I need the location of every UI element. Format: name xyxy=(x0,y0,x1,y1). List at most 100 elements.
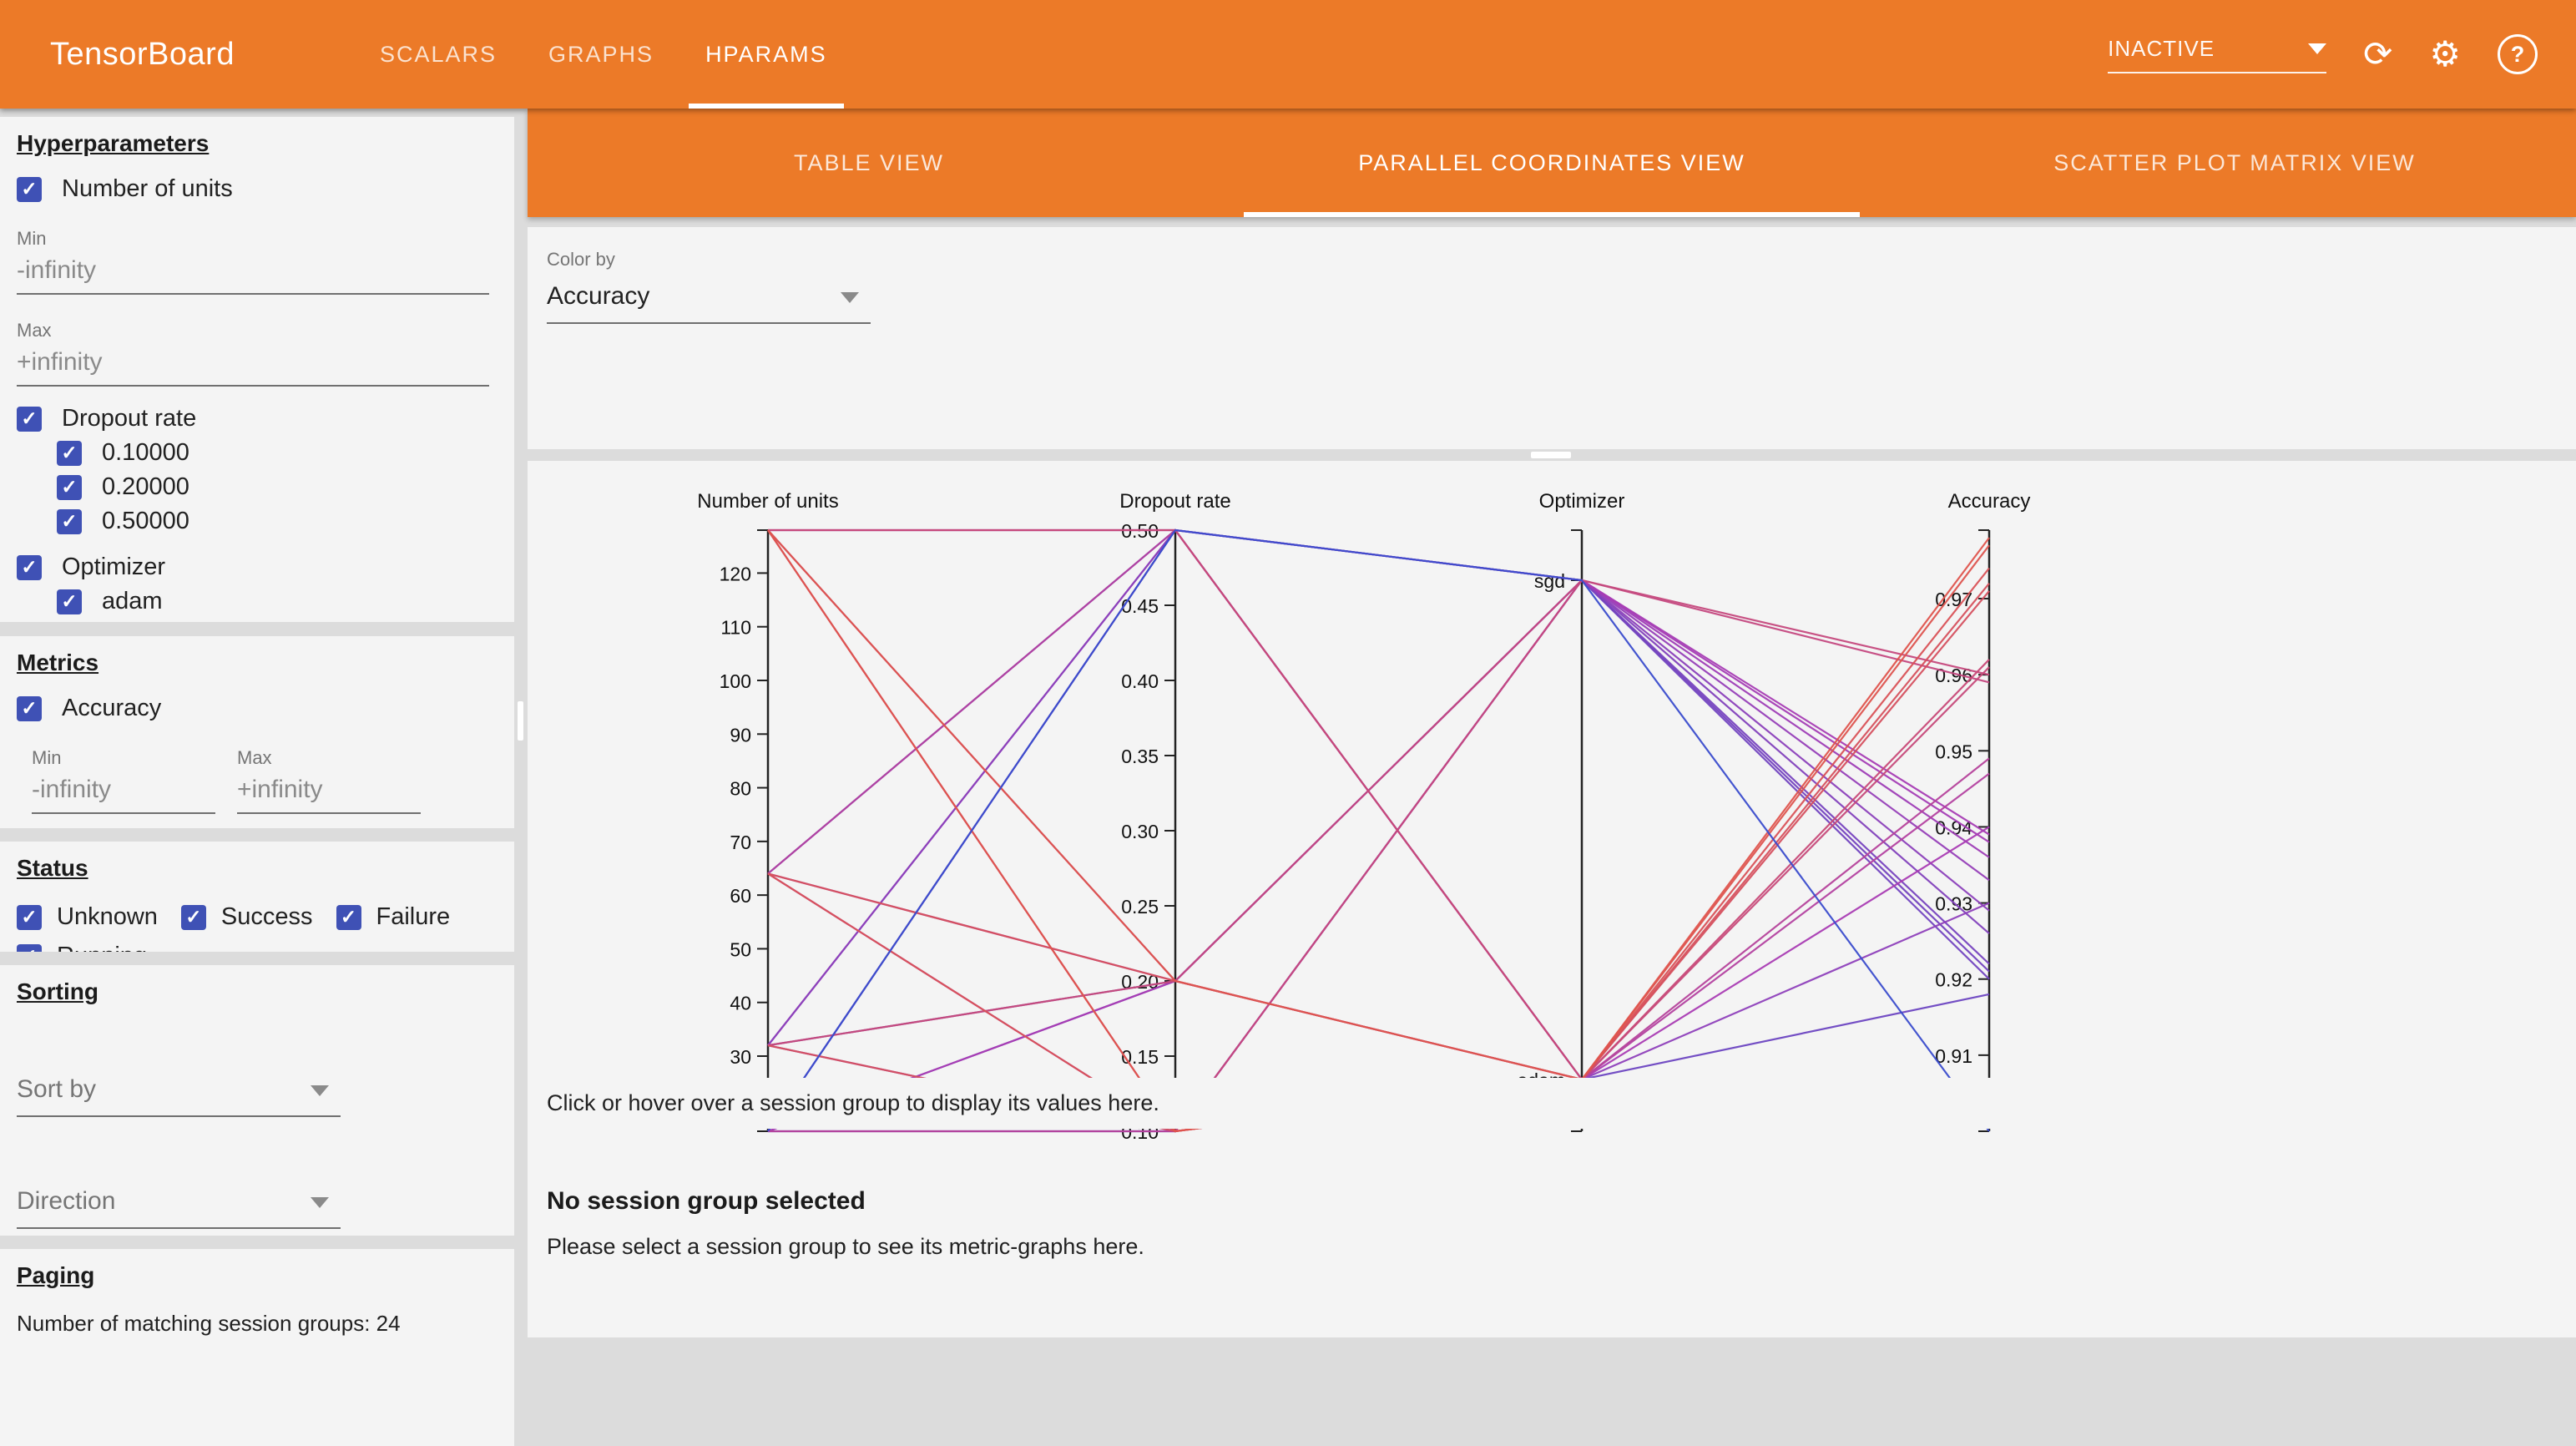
hparam-item-number-of-units: ✓ Number of units xyxy=(17,175,514,203)
sidebar-resize-handle[interactable] xyxy=(518,701,523,741)
view-tabs: TABLE VIEW PARALLEL COORDINATES VIEW SCATT… xyxy=(528,109,2576,217)
session-line[interactable] xyxy=(767,529,1990,1133)
hparam-value-label: 0.50000 xyxy=(102,508,189,534)
status-heading: Status xyxy=(17,855,88,881)
checkbox-checked[interactable]: ✓ xyxy=(57,589,82,614)
metrics-list: ✓ Accuracy Min -infinity Max +infinity xyxy=(17,695,514,814)
tick-label: 110 xyxy=(720,617,751,639)
axis-title: Number of units xyxy=(697,490,838,513)
panel-resize-handle[interactable] xyxy=(1531,452,1571,458)
run-status-value: INACTIVE xyxy=(2108,35,2215,61)
status-section: Status ✓ Unknown ✓ Success ✓ Failure ✓ Running xyxy=(0,842,514,952)
settings-icon[interactable]: ⚙ xyxy=(2429,34,2461,73)
hparam-value-label: adam xyxy=(102,588,163,614)
hparam-value-label: 0.20000 xyxy=(102,473,189,500)
session-line[interactable] xyxy=(767,528,1990,973)
tick-label: 0.15 xyxy=(1121,1046,1159,1068)
top-tab-hparams[interactable]: HPARAMS xyxy=(685,0,847,109)
max-field: Max +infinity xyxy=(237,747,421,814)
session-line[interactable] xyxy=(768,528,1990,882)
metric-item-accuracy: ✓ Accuracy xyxy=(17,695,514,722)
status-option-unknown: ✓ Unknown xyxy=(17,903,158,931)
metric-label: Accuracy xyxy=(62,695,162,721)
checkbox-checked[interactable]: ✓ xyxy=(17,176,42,202)
hparam-label: Number of units xyxy=(62,175,233,202)
sidebar-resize-divider xyxy=(514,109,528,1337)
max-input[interactable]: +infinity xyxy=(17,341,489,387)
tick-label: 0.25 xyxy=(1121,896,1159,918)
checkbox-checked[interactable]: ✓ xyxy=(57,474,82,500)
checkbox-checked[interactable]: ✓ xyxy=(17,695,42,721)
top-tab-graphs[interactable]: GRAPHS xyxy=(548,41,654,67)
max-label: Max xyxy=(17,320,52,341)
color-by-card: Color by Accuracy xyxy=(528,227,2576,449)
tick-label: 120 xyxy=(720,563,751,584)
chevron-down-icon xyxy=(311,1085,329,1096)
parallel-coordinates-svg[interactable]: Number of units2030405060708090100110120… xyxy=(528,461,2576,1175)
metrics-section: Metrics ✓ Accuracy Min -infinity Max +infinit… xyxy=(0,636,514,828)
tick-label: 50 xyxy=(730,938,751,960)
checkbox-checked[interactable]: ✓ xyxy=(57,440,82,466)
session-line[interactable] xyxy=(767,666,1990,1081)
tick-label: 0.35 xyxy=(1121,746,1159,767)
session-line[interactable] xyxy=(767,529,1990,983)
checkbox-checked[interactable]: ✓ xyxy=(180,904,206,930)
metrics-heading: Metrics xyxy=(17,650,99,675)
sort-by-label: Sort by xyxy=(17,1075,97,1103)
top-nav: SCALARS GRAPHS HPARAMS xyxy=(360,0,847,109)
status-label: Success xyxy=(220,903,313,930)
tick-label: 60 xyxy=(730,885,751,907)
hparam-label: Dropout rate xyxy=(62,405,197,432)
checkbox-checked[interactable]: ✓ xyxy=(17,904,42,930)
chevron-down-icon xyxy=(2308,43,2327,54)
tick-label: 0.40 xyxy=(1121,670,1159,692)
min-input[interactable]: -infinity xyxy=(17,250,489,295)
checkbox-checked[interactable]: ✓ xyxy=(17,943,42,952)
max-field: Max +infinity xyxy=(17,320,492,387)
color-by-dropdown[interactable]: Accuracy xyxy=(547,282,871,324)
session-line[interactable] xyxy=(767,529,1990,1133)
tick-label: 0.95 xyxy=(1935,741,1972,762)
hparam-value-label: 0.10000 xyxy=(102,439,189,466)
help-icon[interactable]: ? xyxy=(2498,34,2538,74)
checkbox-checked[interactable]: ✓ xyxy=(57,508,82,534)
sidebar: Hyperparameters ✓ Number of units Min -infi… xyxy=(0,109,514,1446)
max-input[interactable]: +infinity xyxy=(237,769,421,814)
no-selection-title: No session group selected xyxy=(547,1187,866,1215)
no-selection-subtitle: Please select a session group to see its… xyxy=(547,1234,1144,1259)
sort-by-dropdown[interactable]: Sort by xyxy=(17,1075,341,1117)
matching-groups-count: Number of matching session groups: 24 xyxy=(17,1311,401,1336)
tick-label: 100 xyxy=(720,670,751,692)
view-tab-scatter-plot-matrix-view[interactable]: SCATTER PLOT MATRIX VIEW xyxy=(2053,149,2416,175)
status-label: Running xyxy=(57,943,147,952)
min-input[interactable]: -infinity xyxy=(32,769,215,814)
hyperparameters-heading: Hyperparameters xyxy=(17,130,210,156)
session-line[interactable] xyxy=(767,529,1990,1081)
checkbox-checked[interactable]: ✓ xyxy=(17,554,42,580)
min-field: Min -infinity xyxy=(32,747,215,814)
session-line[interactable] xyxy=(768,528,1990,1081)
min-label: Min xyxy=(17,228,47,249)
paging-heading: Paging xyxy=(17,1262,95,1288)
session-values-hint: Click or hover over a session group to d… xyxy=(547,1090,1159,1115)
panel-divider xyxy=(528,449,2576,461)
status-option-failure: ✓ Failure xyxy=(336,903,450,931)
axis-title: Optimizer xyxy=(1539,490,1625,513)
direction-dropdown[interactable]: Direction xyxy=(17,1187,341,1229)
session-line[interactable] xyxy=(767,528,1990,1132)
top-tab-scalars[interactable]: SCALARS xyxy=(379,41,498,67)
min-label: Min xyxy=(32,747,62,768)
session-line[interactable] xyxy=(767,528,1990,1046)
hparams-list: ✓ Number of units Min -infinity Max +infinity… xyxy=(17,175,514,622)
refresh-icon[interactable]: ⟳ xyxy=(2363,34,2393,73)
view-tab-table-view[interactable]: TABLE VIEW xyxy=(793,149,945,175)
session-line[interactable] xyxy=(767,528,1990,1132)
session-line[interactable] xyxy=(767,583,1990,1081)
checkbox-checked[interactable]: ✓ xyxy=(336,904,361,930)
view-tab-parallel-coordinates-view[interactable]: PARALLEL COORDINATES VIEW xyxy=(1210,109,1893,217)
tick-label: 70 xyxy=(730,832,751,853)
run-status-dropdown[interactable]: INACTIVE xyxy=(2108,35,2327,73)
session-line[interactable] xyxy=(767,567,1990,1133)
hparam-value-0-20000: ✓ 0.20000 xyxy=(57,473,514,501)
checkbox-checked[interactable]: ✓ xyxy=(17,406,42,432)
